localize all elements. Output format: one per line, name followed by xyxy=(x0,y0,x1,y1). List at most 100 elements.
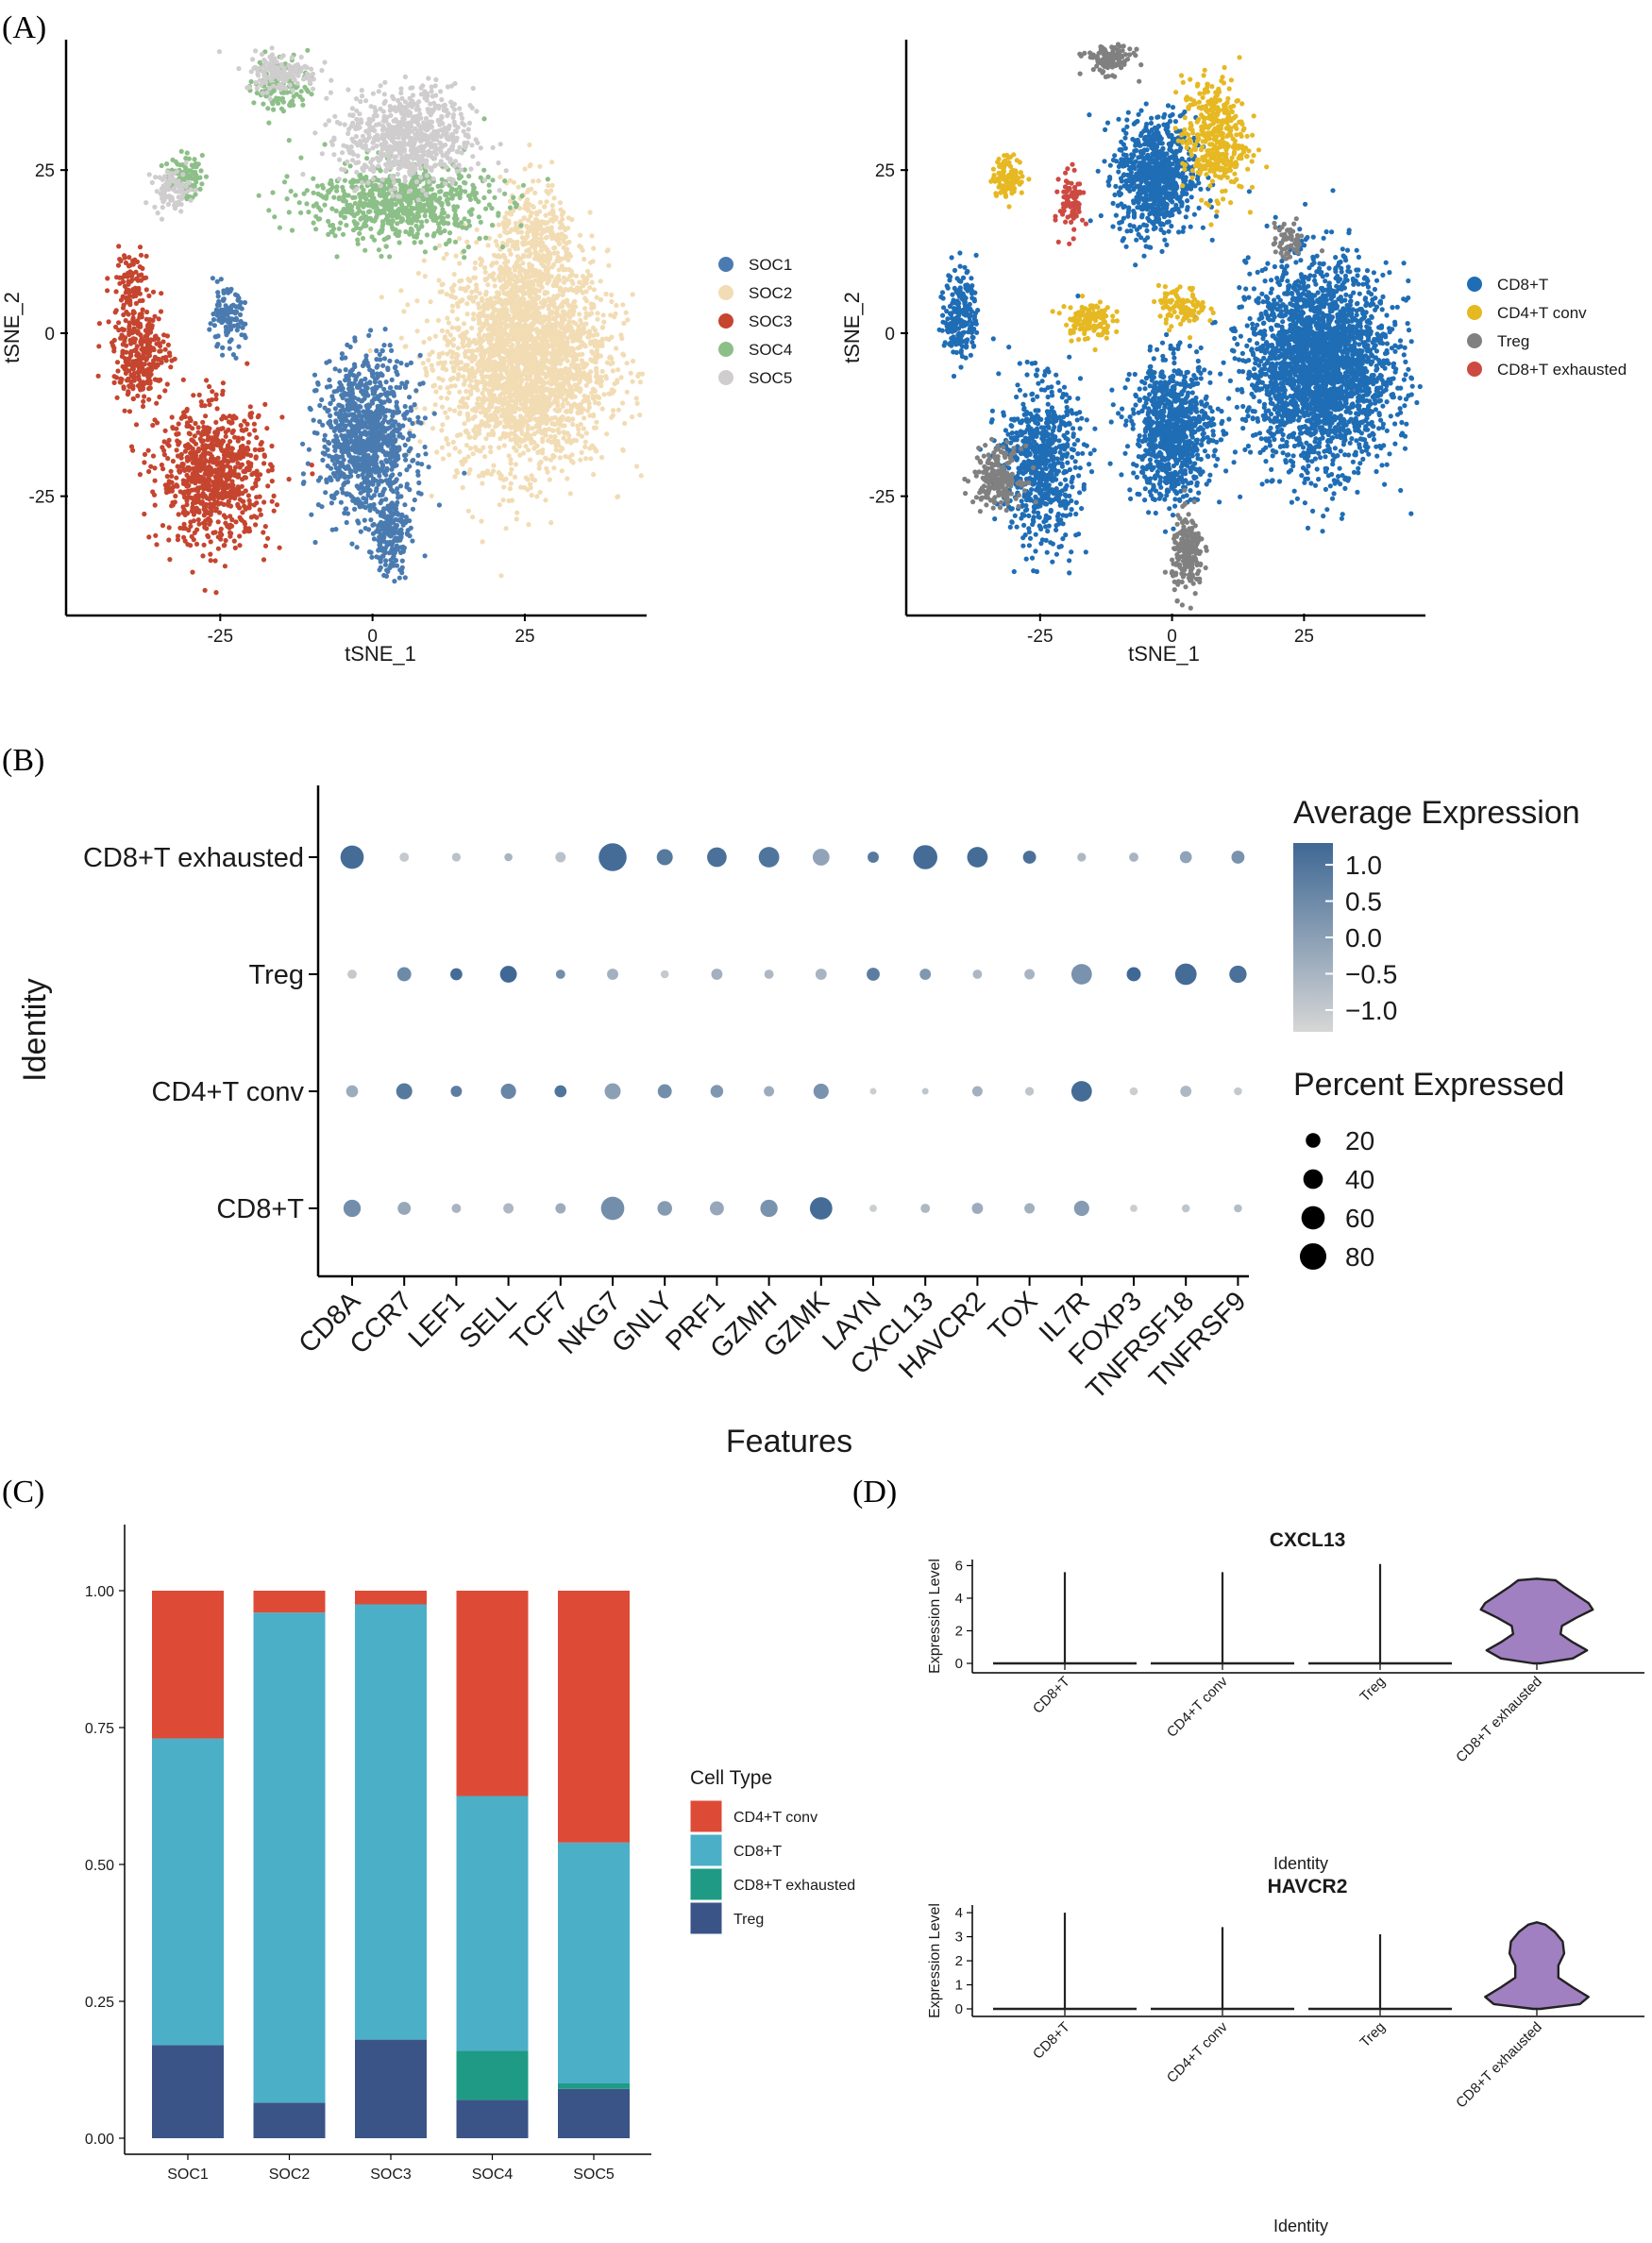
cell-point xyxy=(184,443,190,449)
cell-point xyxy=(578,245,584,250)
cell-point xyxy=(349,367,355,373)
cell-point xyxy=(230,457,236,464)
cell-point xyxy=(591,445,597,450)
cell-point xyxy=(460,297,465,303)
cell-point xyxy=(446,320,451,326)
cell-point xyxy=(407,395,413,400)
cell-point xyxy=(181,492,187,498)
cell-point xyxy=(403,411,409,416)
cell-point xyxy=(184,420,191,426)
cell-point xyxy=(556,329,562,335)
cell-point xyxy=(371,442,377,447)
cell-point xyxy=(269,498,275,504)
cell-point xyxy=(536,397,543,403)
cell-point xyxy=(210,389,215,395)
cell-point xyxy=(466,376,472,381)
cell-point xyxy=(524,248,530,254)
cell-point xyxy=(176,442,181,447)
cell-point xyxy=(560,401,565,407)
cell-point xyxy=(550,218,556,224)
cell-point xyxy=(485,431,492,437)
cell-point xyxy=(383,472,389,478)
cell-point xyxy=(514,395,519,400)
cell-point xyxy=(607,391,613,396)
cell-point xyxy=(563,453,568,460)
cell-point xyxy=(595,331,600,337)
cell-point xyxy=(558,448,564,454)
cell-point xyxy=(225,287,230,293)
cell-point xyxy=(565,430,570,436)
cell-point xyxy=(549,358,555,363)
cell-point xyxy=(201,542,207,548)
cluster-soc3 xyxy=(128,361,315,596)
cell-point xyxy=(130,447,136,453)
cell-point xyxy=(543,212,548,218)
cell-point xyxy=(481,265,488,271)
cell-point xyxy=(501,477,507,482)
cell-point xyxy=(211,504,216,510)
cell-point xyxy=(203,413,209,419)
cell-point xyxy=(492,413,497,419)
cell-point xyxy=(175,483,180,489)
cell-point xyxy=(445,315,450,321)
cell-point xyxy=(354,446,360,451)
cell-point xyxy=(460,484,465,491)
cell-point xyxy=(615,367,621,373)
cell-point xyxy=(169,414,175,420)
cell-point xyxy=(525,477,531,482)
cell-point xyxy=(497,445,502,450)
cell-point xyxy=(589,311,595,316)
cell-point xyxy=(578,457,583,463)
cell-point xyxy=(381,356,388,362)
cell-point xyxy=(227,307,232,312)
cell-point xyxy=(431,411,437,416)
cell-point xyxy=(364,360,370,365)
cell-point xyxy=(521,253,528,259)
cell-point xyxy=(539,357,545,363)
cell-point xyxy=(262,543,269,548)
cell-point xyxy=(451,408,458,413)
cell-point xyxy=(513,225,518,230)
cell-point xyxy=(492,359,497,364)
cell-point xyxy=(525,233,531,239)
cell-point xyxy=(167,557,173,563)
cell-point xyxy=(182,511,188,516)
cell-point xyxy=(422,444,428,450)
cell-point xyxy=(562,423,567,429)
cell-point xyxy=(529,401,534,407)
cell-point xyxy=(516,406,522,412)
cell-point xyxy=(235,435,241,441)
cell-point xyxy=(356,520,362,526)
cell-point xyxy=(236,472,242,478)
cell-point xyxy=(538,231,545,237)
cell-point xyxy=(213,590,219,596)
cell-point xyxy=(625,317,631,323)
cell-point xyxy=(371,501,377,508)
cell-point xyxy=(317,419,323,425)
cell-point xyxy=(471,275,477,280)
cell-point xyxy=(229,430,235,435)
cell-point xyxy=(429,363,434,368)
cell-point xyxy=(501,430,507,436)
cell-point xyxy=(618,375,624,380)
cell-point xyxy=(377,540,382,546)
cell-point xyxy=(491,374,497,379)
cell-point xyxy=(583,456,589,462)
cell-point xyxy=(564,241,569,246)
cell-point xyxy=(387,456,393,462)
cell-point xyxy=(337,428,343,433)
cell-point xyxy=(430,426,436,431)
cell-point xyxy=(598,278,603,284)
cell-point xyxy=(536,374,542,380)
cell-point xyxy=(510,317,515,324)
cell-point xyxy=(514,440,519,447)
cell-point xyxy=(508,471,514,477)
cell-point xyxy=(422,415,428,421)
cell-point xyxy=(375,411,380,416)
cell-point xyxy=(573,273,580,278)
cell-point xyxy=(546,403,551,409)
cell-point xyxy=(346,386,352,392)
cell-point xyxy=(560,303,565,309)
cell-point xyxy=(269,479,275,484)
cell-point xyxy=(161,447,167,453)
